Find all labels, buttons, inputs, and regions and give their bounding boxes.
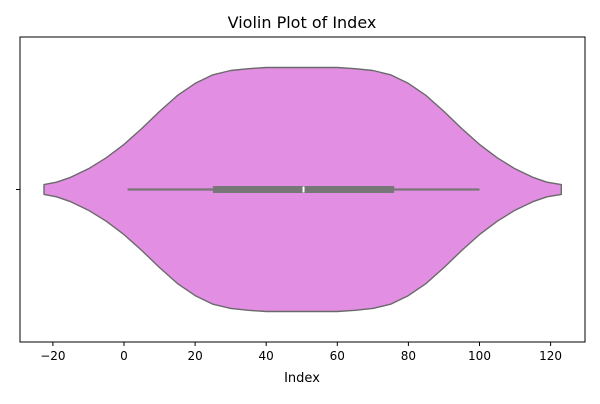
x-tick-label: 40 (259, 349, 274, 363)
x-tick-label: 100 (468, 349, 491, 363)
x-tick-label: 80 (401, 349, 416, 363)
x-axis: −20 0 20 40 60 80 100 120 (40, 342, 562, 363)
x-tick-label: 0 (120, 349, 128, 363)
x-axis-label: Index (284, 371, 320, 386)
x-tick-label: 60 (330, 349, 345, 363)
x-tick-label: −20 (40, 349, 65, 363)
x-tick-label: 20 (187, 349, 202, 363)
chart-title: Violin Plot of Index (228, 13, 377, 32)
x-tick-label: 120 (539, 349, 562, 363)
